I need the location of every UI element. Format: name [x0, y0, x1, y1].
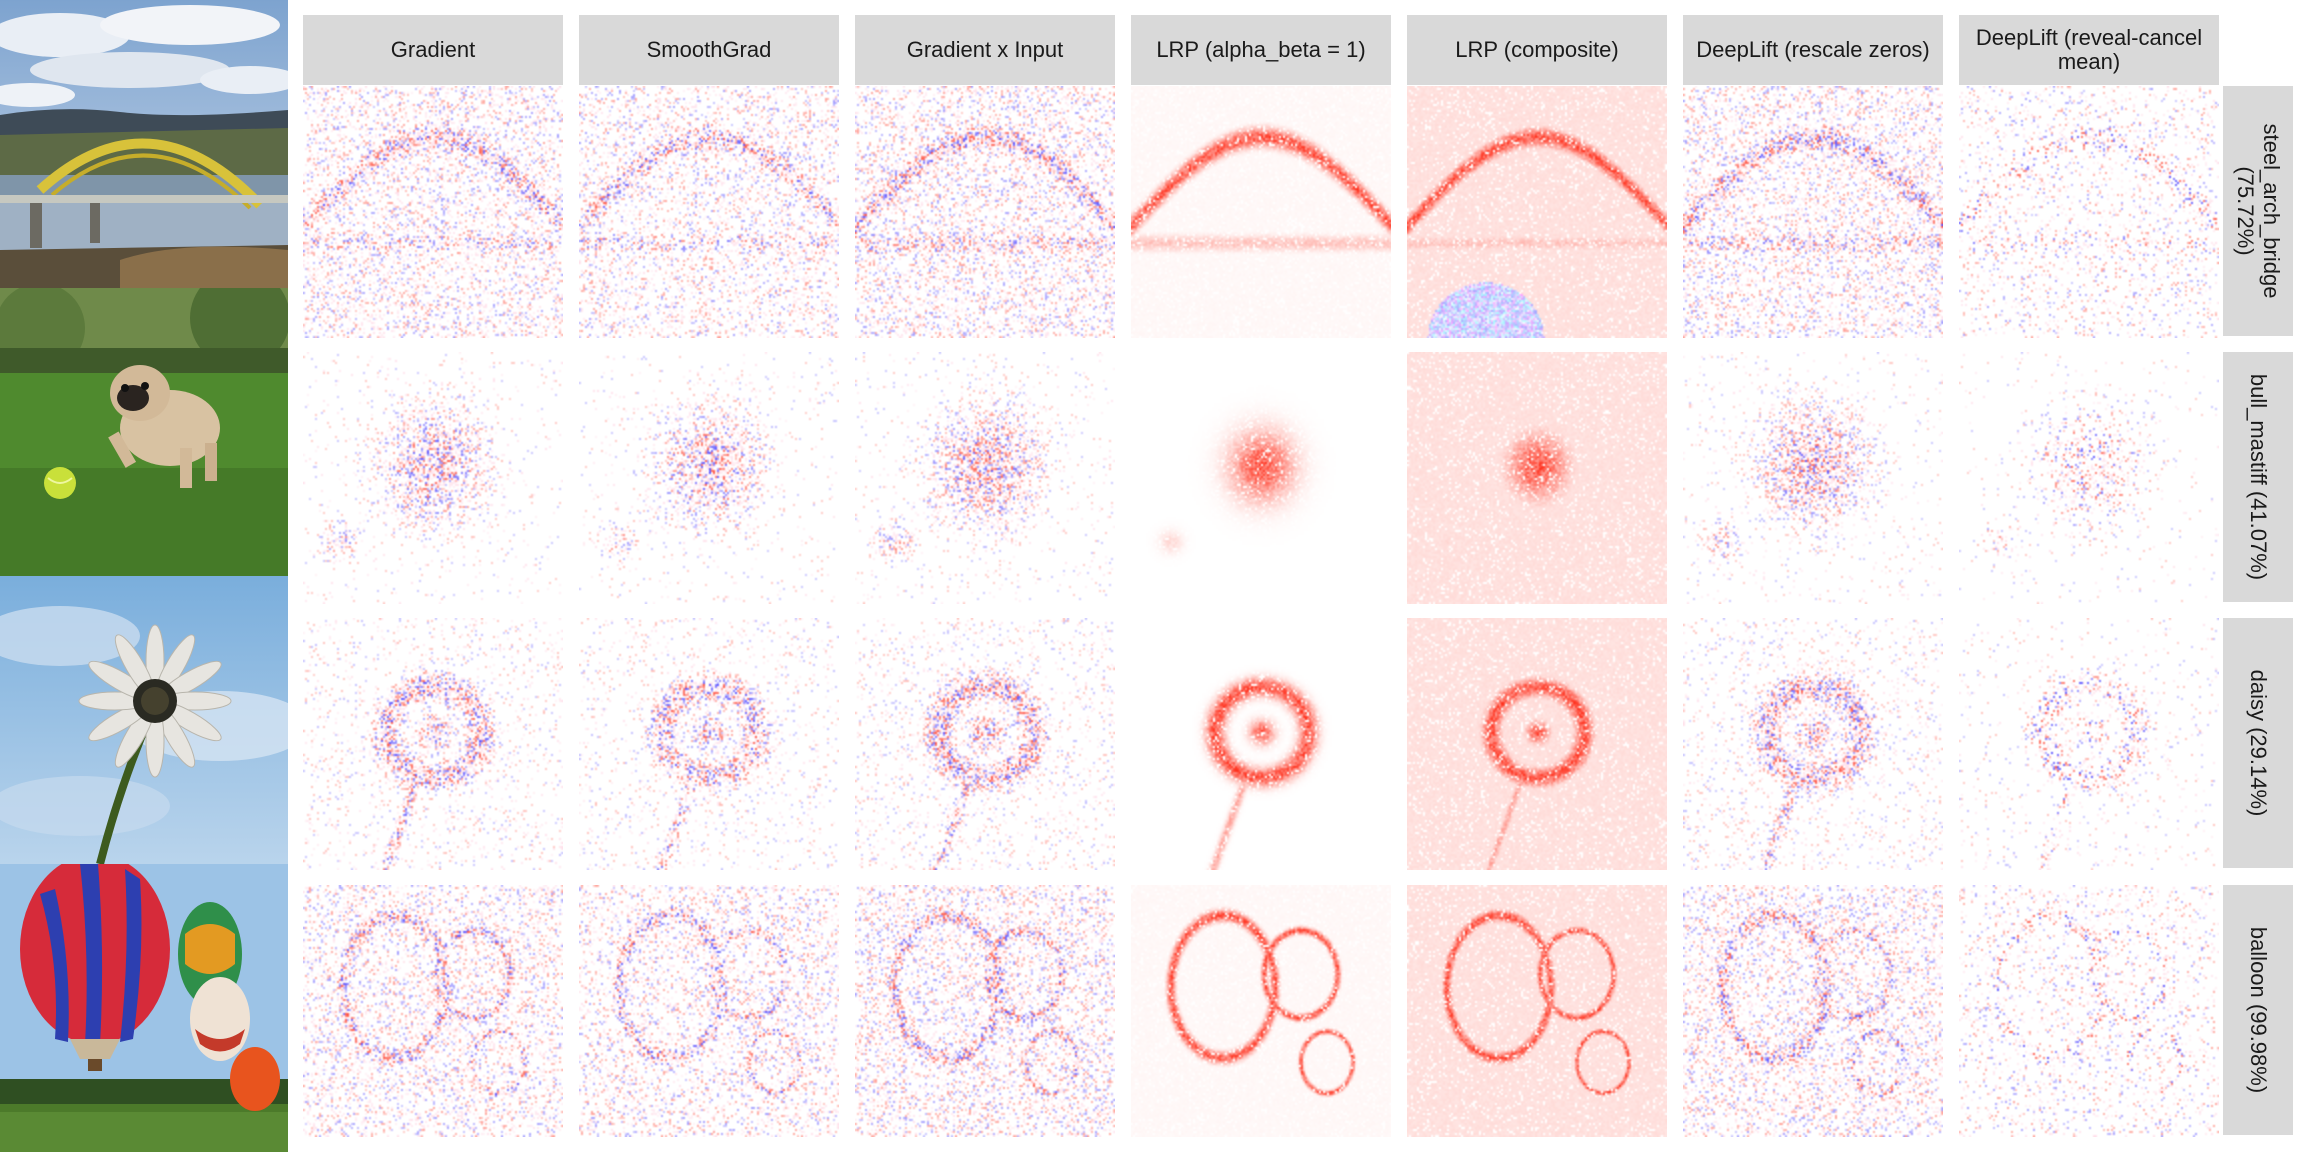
- row-label-daisy: daisy (29.14%): [2223, 618, 2293, 868]
- heatmap-smoothgrad-daisy: [579, 618, 839, 870]
- heatmap-lrp-composite-bridge: [1407, 86, 1667, 338]
- heatmap-deeplift-rescale-daisy: [1683, 618, 1943, 870]
- row-label-bridge: steel_arch_bridge (75.72%): [2223, 86, 2293, 336]
- balloon-photo: [0, 864, 288, 1152]
- column-header-deeplift-rescale: DeepLift (rescale zeros): [1683, 15, 1943, 85]
- heatmap-gradient-daisy: [303, 618, 563, 870]
- row-label-balloon: balloon (99.98%): [2223, 885, 2293, 1135]
- heatmap-gradient-x-input-bridge: [855, 86, 1115, 338]
- heatmap-lrp-alpha-beta-mastiff: [1131, 352, 1391, 604]
- heatmap-lrp-alpha-beta-daisy: [1131, 618, 1391, 870]
- heatmap-deeplift-reveal-cancel-balloon: [1959, 885, 2219, 1137]
- pug-photo: [0, 288, 288, 576]
- column-header-deeplift-reveal-cancel: DeepLift (reveal-cancel mean): [1959, 15, 2219, 85]
- heatmap-lrp-composite-balloon: [1407, 885, 1667, 1137]
- heatmap-gradient-balloon: [303, 885, 563, 1137]
- daisy-photo: [0, 576, 288, 864]
- column-header-smoothgrad: SmoothGrad: [579, 15, 839, 85]
- heatmap-deeplift-rescale-balloon: [1683, 885, 1943, 1137]
- column-header-lrp-composite: LRP (composite): [1407, 15, 1667, 85]
- heatmap-smoothgrad-balloon: [579, 885, 839, 1137]
- heatmap-gradient-x-input-daisy: [855, 618, 1115, 870]
- heatmap-deeplift-rescale-bridge: [1683, 86, 1943, 338]
- heatmap-deeplift-reveal-cancel-daisy: [1959, 618, 2219, 870]
- heatmap-smoothgrad-bridge: [579, 86, 839, 338]
- heatmap-gradient-x-input-balloon: [855, 885, 1115, 1137]
- column-header-gradient-x-input: Gradient x Input: [855, 15, 1115, 85]
- heatmap-lrp-composite-mastiff: [1407, 352, 1667, 604]
- heatmap-lrp-alpha-beta-balloon: [1131, 885, 1391, 1137]
- heatmap-gradient-bridge: [303, 86, 563, 338]
- heatmap-smoothgrad-mastiff: [579, 352, 839, 604]
- bridge-photo: [0, 0, 288, 288]
- heatmap-deeplift-rescale-mastiff: [1683, 352, 1943, 604]
- column-header-gradient: Gradient: [303, 15, 563, 85]
- column-header-lrp-alpha-beta: LRP (alpha_beta = 1): [1131, 15, 1391, 85]
- heatmap-lrp-alpha-beta-bridge: [1131, 86, 1391, 338]
- heatmap-lrp-composite-daisy: [1407, 618, 1667, 870]
- heatmap-gradient-x-input-mastiff: [855, 352, 1115, 604]
- row-label-mastiff: bull_mastiff (41.07%): [2223, 352, 2293, 602]
- heatmap-deeplift-reveal-cancel-mastiff: [1959, 352, 2219, 604]
- heatmap-deeplift-reveal-cancel-bridge: [1959, 86, 2219, 338]
- heatmap-gradient-mastiff: [303, 352, 563, 604]
